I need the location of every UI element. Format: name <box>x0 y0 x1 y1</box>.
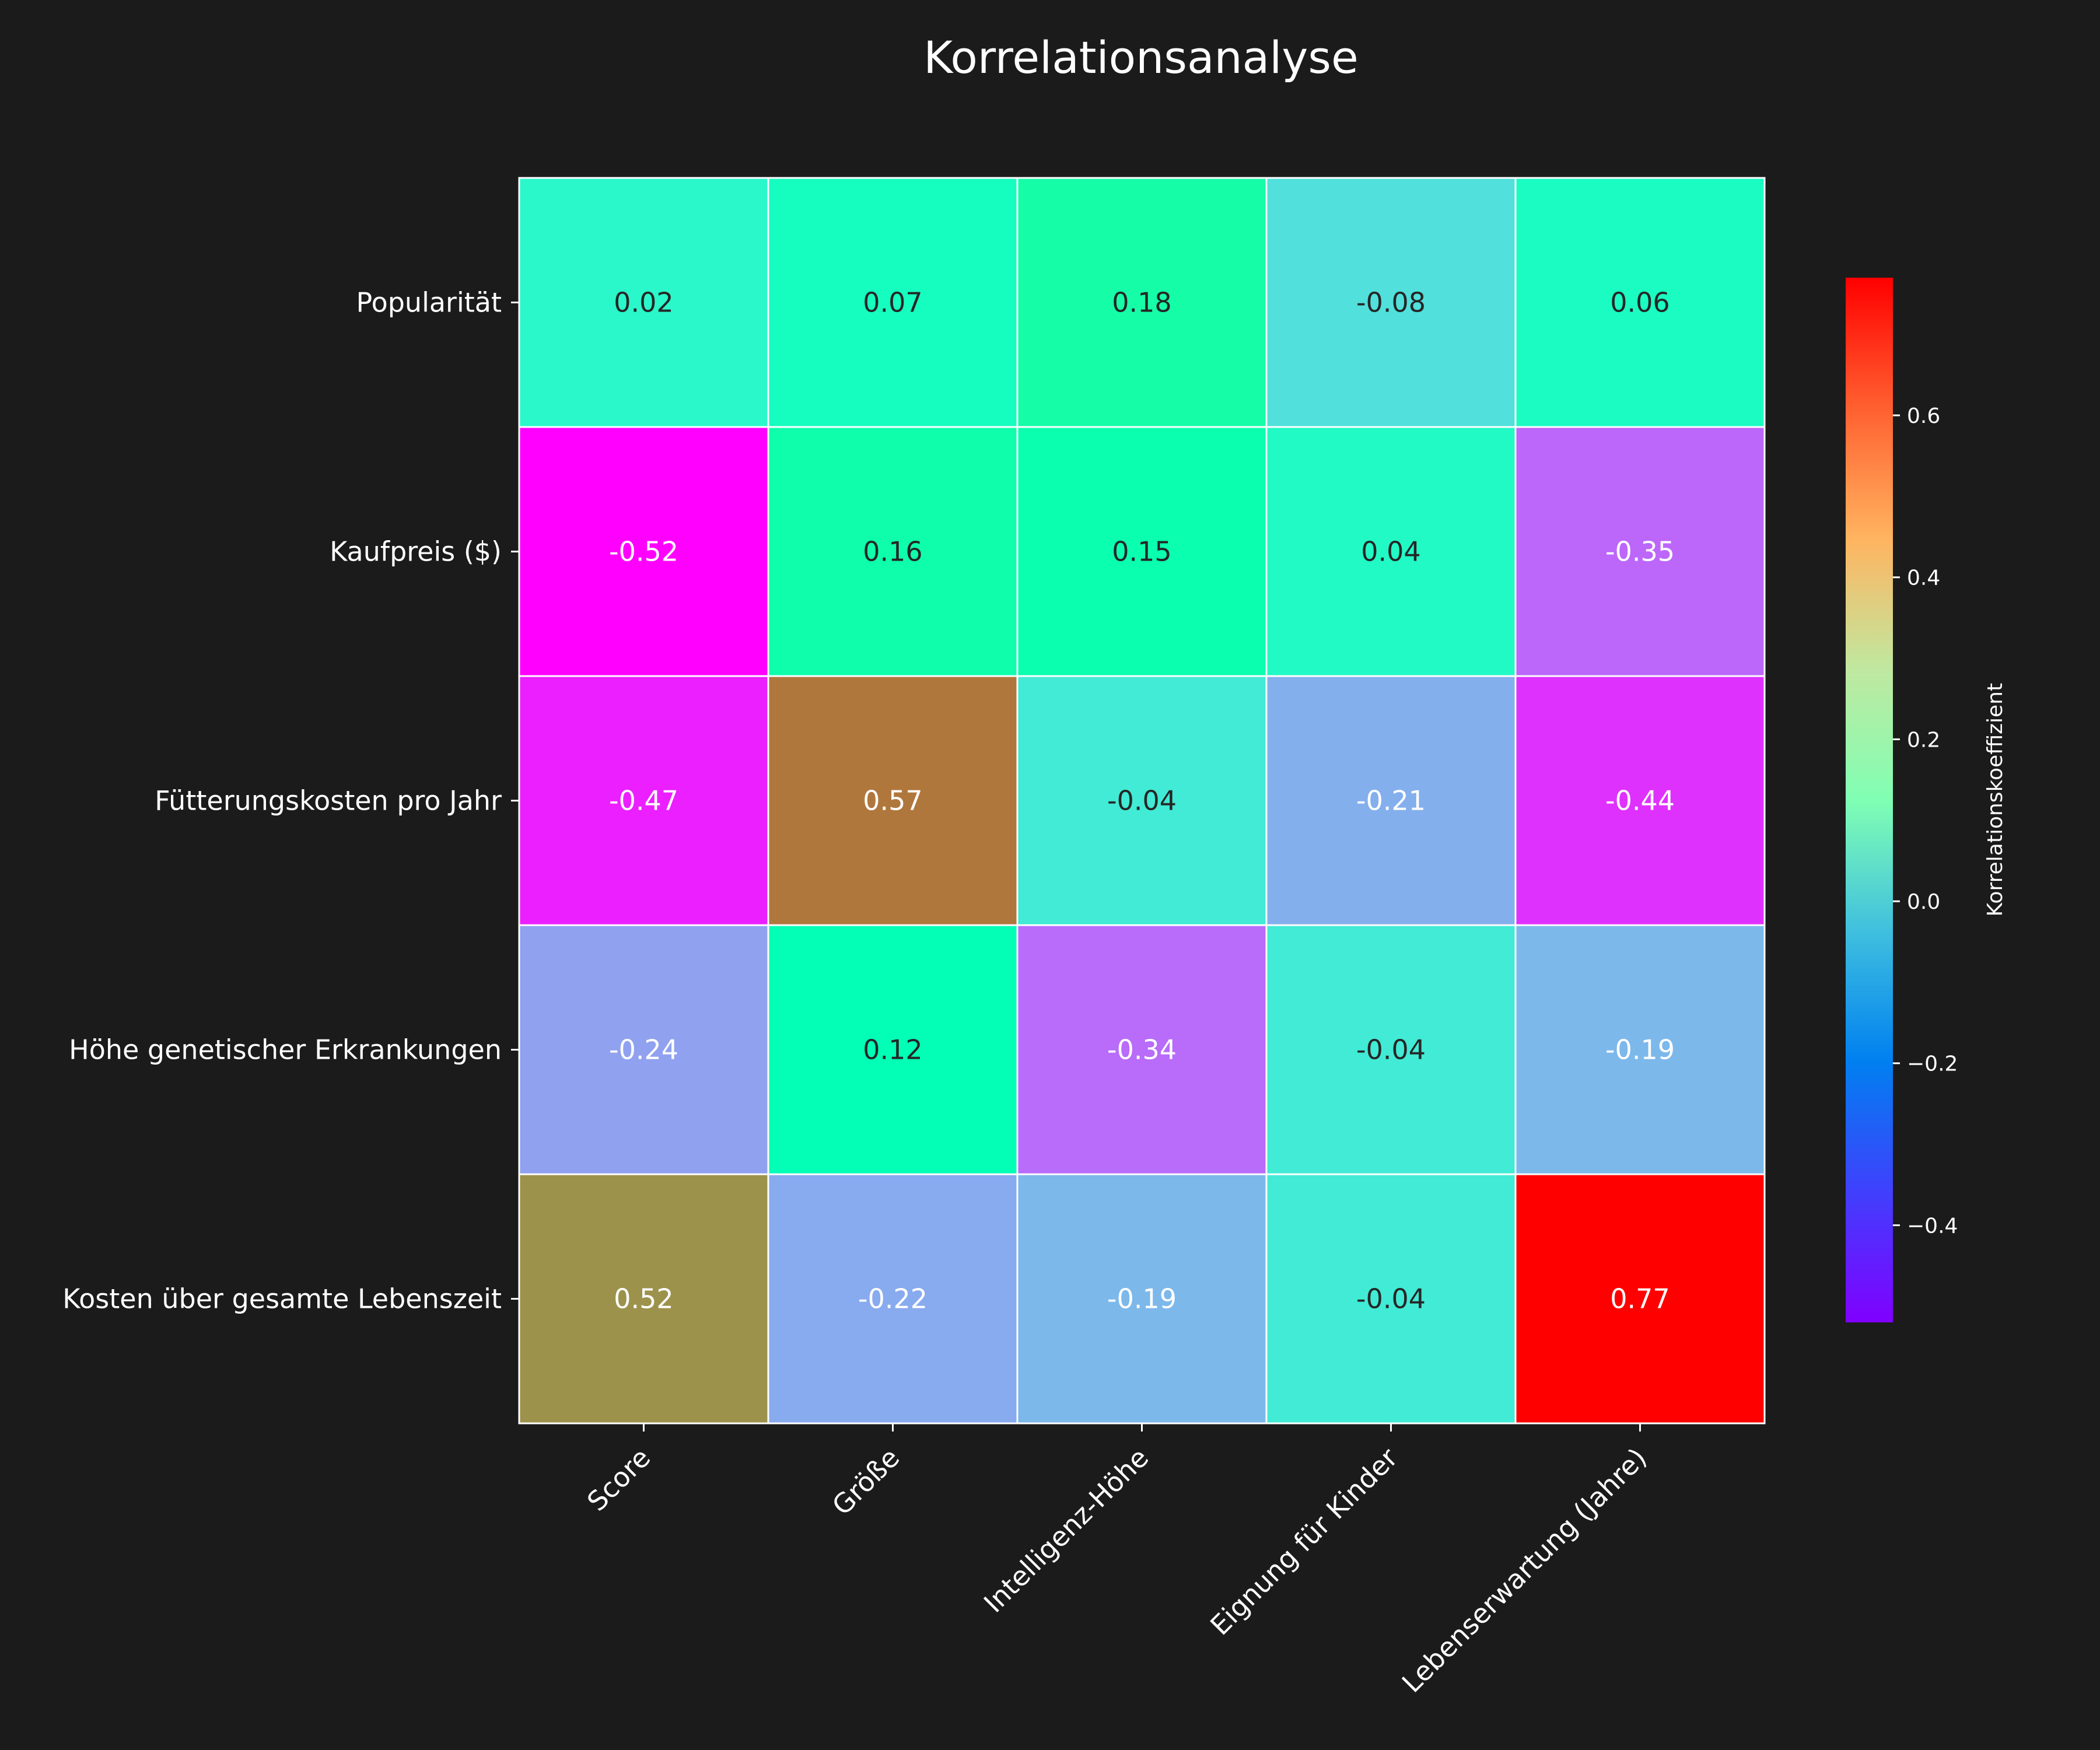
colorbar-tick-label: −0.4 <box>1907 1214 1958 1238</box>
colorbar-tick-label: −0.2 <box>1907 1052 1958 1076</box>
cell-value-label: -0.04 <box>1356 1283 1426 1315</box>
cell-value-label: 0.06 <box>1610 287 1670 318</box>
colorbar: −0.4 −0.2 0.0 0.2 0.4 0.6 Korrelationskoeffiz… <box>1846 278 2007 1322</box>
cell-value-label: 0.15 <box>1112 536 1171 568</box>
colorbar-ticks: −0.4 −0.2 0.0 0.2 0.4 0.6 <box>1893 404 1958 1238</box>
heatmap-cell <box>767 1173 1019 1424</box>
heatmap-cell <box>1016 177 1268 428</box>
cell-value-label: -0.04 <box>1356 1034 1426 1066</box>
heatmap-cell <box>518 1173 769 1424</box>
colorbar-tick-label: 0.2 <box>1907 728 1940 752</box>
heatmap-cell <box>1265 924 1517 1175</box>
colorbar-label: Korrelationskoeffizient <box>1983 683 2007 916</box>
cell-value-label: -0.24 <box>609 1034 678 1066</box>
row-tick-label: Höhe genetischer Erkrankungen <box>69 1034 502 1066</box>
heatmap-cell <box>767 675 1019 926</box>
row-tick-label: Popularität <box>356 287 502 318</box>
cell-value-label: -0.21 <box>1356 785 1426 817</box>
heatmap-cell <box>518 177 769 428</box>
cell-value-label: -0.52 <box>609 536 678 568</box>
column-tick-label: Größe <box>826 1442 905 1521</box>
heatmap-cell <box>1265 675 1517 926</box>
row-tick-label: Fütterungskosten pro Jahr <box>155 785 502 817</box>
cell-value-label: -0.19 <box>1605 1034 1675 1066</box>
cell-value-label: -0.35 <box>1605 536 1675 568</box>
row-tick-label: Kosten über gesamte Lebenszeit <box>62 1283 502 1315</box>
cell-value-label: -0.08 <box>1356 287 1426 318</box>
heatmap-cell <box>518 426 769 677</box>
colorbar-tick-label: 0.0 <box>1907 890 1940 914</box>
cell-value-label: -0.22 <box>858 1283 928 1315</box>
column-tick-label: Lebenserwartung (Jahre) <box>1396 1442 1653 1699</box>
colorbar-gradient <box>1846 278 1893 1322</box>
colorbar-tick-label: 0.4 <box>1907 566 1940 590</box>
cell-value-label: -0.19 <box>1107 1283 1177 1315</box>
cell-value-label: 0.18 <box>1112 287 1171 318</box>
cell-value-label: -0.04 <box>1107 785 1177 817</box>
heatmap-cell <box>1016 924 1268 1175</box>
cell-value-label: 0.16 <box>863 536 922 568</box>
cell-value-label: 0.57 <box>863 785 922 817</box>
heatmap-cell <box>1514 177 1766 428</box>
heatmap-cell <box>767 924 1019 1175</box>
cell-value-label: 0.52 <box>614 1283 673 1315</box>
cell-value-label: 0.04 <box>1361 536 1420 568</box>
row-axis: Popularität Kaufpreis ($) Fütterungskosten… <box>62 287 519 1315</box>
cell-value-label: -0.47 <box>609 785 678 817</box>
cell-value-label: -0.34 <box>1107 1034 1177 1066</box>
cell-value-label: 0.02 <box>614 287 673 318</box>
heatmap-cells: 0.02 0.07 0.18 -0.08 0.06 -0.52 0.16 0.15 0.04 -0… <box>518 177 1766 1424</box>
column-tick-label: Eignung für Kinder <box>1204 1442 1404 1642</box>
cell-value-label: 0.07 <box>863 287 922 318</box>
column-tick-label: Score <box>581 1442 656 1517</box>
cell-value-label: -0.44 <box>1605 785 1675 817</box>
heatmap-cell <box>1265 177 1517 428</box>
cell-value-label: 0.12 <box>863 1034 922 1066</box>
colorbar-tick-label: 0.6 <box>1907 404 1940 428</box>
heatmap-cell <box>1514 924 1766 1175</box>
heatmap-cell <box>1514 426 1766 677</box>
column-axis: Score Größe Intelligenz-Höhe Eignung für Ki… <box>581 1423 1653 1699</box>
cell-value-label: 0.77 <box>1610 1283 1670 1315</box>
column-tick-label: Intelligenz-Höhe <box>978 1442 1154 1619</box>
chart-title: Korrelationsanalyse <box>923 32 1358 83</box>
heatmap-cell <box>1016 426 1268 677</box>
heatmap-cell <box>1514 675 1766 926</box>
heatmap-cell <box>1016 1173 1268 1424</box>
heatmap-cell <box>1016 675 1268 926</box>
heatmap-cell <box>1514 1173 1766 1424</box>
heatmap-cell <box>767 177 1019 428</box>
row-tick-label: Kaufpreis ($) <box>330 536 502 568</box>
